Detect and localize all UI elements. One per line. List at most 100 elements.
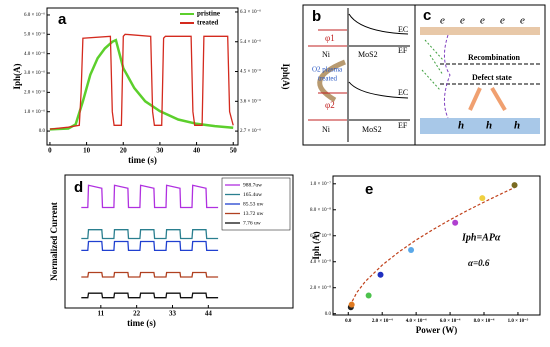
point [452, 219, 459, 226]
label: EC [398, 25, 408, 34]
label: Ni [322, 125, 331, 134]
y-tick-label: 1.0 × 10⁻⁷ [310, 181, 331, 187]
point [348, 301, 355, 308]
ec-band [348, 81, 409, 99]
x-tick-label: 11 [98, 310, 105, 318]
series-line [49, 33, 234, 130]
y-tick-label: 4.0 × 10⁻⁸ [310, 259, 331, 265]
y-axis-label: Normalized Current [49, 202, 59, 281]
label: Ni [322, 50, 331, 59]
y-tick-label: 0.0 [39, 129, 46, 134]
panel-label: e [365, 181, 373, 198]
point [408, 247, 415, 254]
hole: h [486, 120, 492, 132]
y-tick-label: 5.0 × 10⁻⁶ [24, 31, 45, 37]
x-tick-label: 0.0 [345, 319, 352, 324]
x-axis-label: time (s) [128, 155, 157, 165]
x-axis-label: Power (W) [416, 325, 458, 335]
hole: h [514, 120, 520, 132]
panel-b: b φ1 EC EF Ni MoS2 O2 plasma treated φ2 … [302, 4, 416, 146]
y-tick-label: 2.0 × 10⁻⁸ [310, 285, 331, 291]
arrow [468, 86, 507, 112]
x-tick-label: 30 [156, 147, 164, 155]
y-tick-label: 1.0 × 10⁻⁶ [24, 109, 45, 115]
series-line [81, 240, 219, 252]
x-tick-label: 1.0 × 10⁻³ [508, 318, 529, 324]
x-tick-label: 40 [193, 147, 201, 155]
electron: e [480, 15, 485, 27]
series-line [81, 229, 219, 240]
legend-label: 165.4uw [243, 192, 262, 198]
hole: h [458, 120, 464, 132]
label: O2 plasma [312, 66, 343, 74]
panel-label: a [58, 11, 67, 28]
conduction-band [420, 27, 540, 35]
legend-label: 988.7uw [243, 182, 262, 188]
x-tick-label: 33 [169, 310, 177, 318]
series-line [81, 292, 219, 299]
y-tick-label: 6.0 × 10⁻⁶ [24, 12, 45, 18]
fit-line [349, 185, 519, 306]
y-tick-label: 6.0 × 10⁻⁸ [310, 233, 331, 239]
y-axis-label: Iph(A) [12, 63, 22, 89]
y-tick-label: 4.0 × 10⁻⁶ [24, 51, 45, 57]
y2-tick-label: 2.7 × 10⁻⁶ [240, 128, 261, 134]
label: EC [398, 88, 408, 97]
y-tick-label: 3.0 × 10⁻⁶ [24, 70, 45, 76]
y-tick-label: 8.0 × 10⁻⁸ [310, 207, 331, 213]
frame [414, 4, 546, 146]
label: MoS2 [358, 50, 378, 59]
series-line [81, 271, 219, 278]
x-tick-label: 44 [205, 310, 213, 318]
path [444, 34, 451, 119]
valence-band [420, 118, 540, 134]
label: treated [318, 75, 338, 83]
ec-band [348, 13, 409, 35]
label: MoS2 [362, 125, 382, 134]
panel-c: c [414, 4, 546, 146]
light [421, 39, 444, 91]
label: EF [398, 46, 408, 55]
annotation: α=0.6 [468, 258, 490, 268]
x-tick-label: 8.0 × 10⁻⁴ [474, 318, 495, 324]
y2-tick-label: 6.3 × 10⁻⁶ [240, 9, 261, 15]
electron: e [500, 15, 505, 27]
x-tick-label: 6.0 × 10⁻⁴ [440, 318, 461, 324]
label: φ1 [325, 33, 335, 43]
point [365, 292, 372, 299]
y2-tick-label: 3.6 × 10⁻⁶ [240, 98, 261, 104]
label: φ2 [325, 100, 335, 110]
point [377, 271, 384, 278]
series-line [81, 184, 219, 209]
plot-frame [64, 174, 294, 309]
plot-frame [332, 175, 541, 316]
arrow [317, 59, 346, 103]
y2-tick-label: 4.5 × 10⁻⁶ [240, 69, 261, 75]
electron: e [520, 15, 525, 27]
electron: e [440, 15, 445, 27]
label: Recombination [468, 53, 521, 62]
series-line [49, 38, 234, 131]
electron: e [460, 15, 465, 27]
legend-label: 85.53 uw [243, 201, 264, 207]
x-tick-label: 50 [230, 147, 238, 155]
x-tick-label: 10 [83, 147, 91, 155]
x-axis-label: time (s) [127, 318, 156, 328]
plot-frame [46, 7, 239, 146]
x-tick-label: 2.0 × 10⁻⁴ [372, 318, 393, 324]
label: Defect state [472, 73, 512, 82]
panel-label: d [74, 179, 83, 196]
legend-label: treated [197, 19, 218, 27]
panel-label: b [312, 8, 321, 25]
y2-tick-label: 5.4 × 10⁻⁶ [240, 39, 261, 45]
point [479, 195, 486, 202]
legend-label: 7.76 uw [243, 220, 261, 226]
y-axis-label: Iph (A) [311, 231, 321, 259]
annotation: Iph=APα [461, 232, 501, 243]
legend-label: pristine [197, 10, 220, 18]
x-tick-label: 4.0 × 10⁻⁴ [406, 318, 427, 324]
panel-label: c [423, 7, 431, 24]
label: EF [398, 121, 408, 130]
